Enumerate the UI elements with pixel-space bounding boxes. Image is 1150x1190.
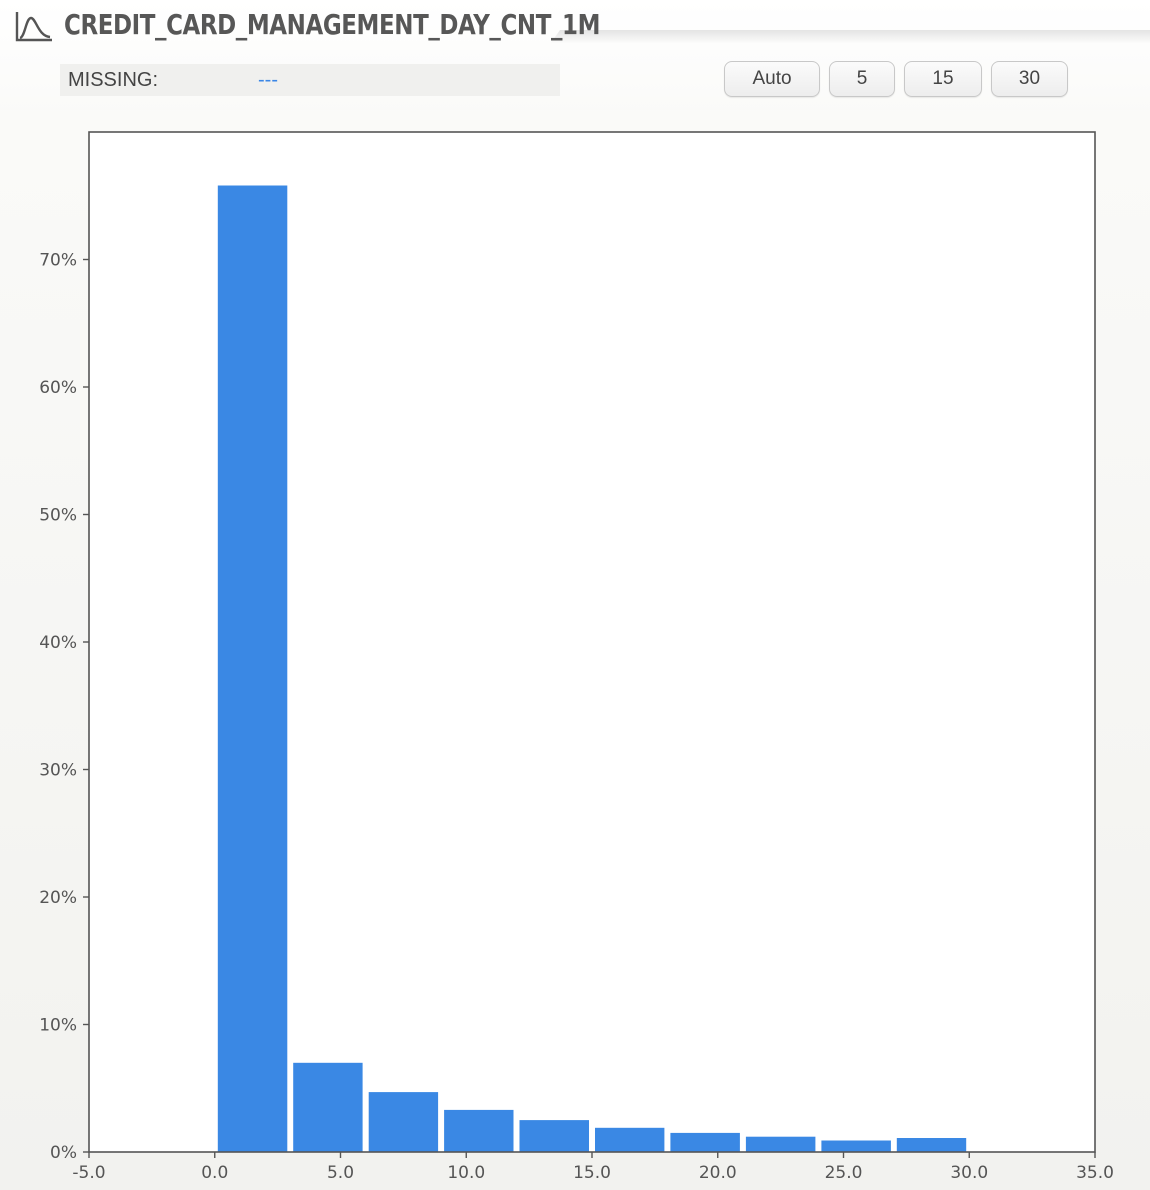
x-tick-label: -5.0 bbox=[72, 1163, 105, 1183]
y-tick-label: 50% bbox=[39, 506, 77, 526]
histogram-bar-3 bbox=[444, 1109, 514, 1152]
missing-value: --- bbox=[258, 69, 278, 91]
bins-15-button[interactable]: 15 bbox=[904, 61, 982, 97]
x-axis: -5.0 0.0 5.0 10.0 15.0 20.0 25.0 30.0 35.0 bbox=[72, 1152, 1114, 1183]
histogram-bar-1 bbox=[293, 1062, 363, 1153]
y-tick-label: 10% bbox=[39, 1016, 77, 1036]
x-tick-label: 25.0 bbox=[825, 1163, 863, 1183]
bins-auto-button[interactable]: Auto bbox=[724, 61, 820, 97]
bins-5-button[interactable]: 5 bbox=[829, 61, 895, 97]
histogram-bar-8 bbox=[821, 1140, 891, 1152]
header: CREDIT_CARD_MANAGEMENT_DAY_CNT_1M bbox=[0, 0, 1150, 44]
x-tick-label: 35.0 bbox=[1076, 1163, 1114, 1183]
y-tick-label: 0% bbox=[50, 1143, 77, 1163]
x-tick-label: 30.0 bbox=[950, 1163, 988, 1183]
x-tick-label: 20.0 bbox=[699, 1163, 737, 1183]
histogram-bar-0 bbox=[217, 185, 288, 1152]
y-tick-label: 70% bbox=[39, 251, 77, 271]
x-tick-label: 5.0 bbox=[327, 1163, 354, 1183]
distribution-curve-icon bbox=[15, 12, 52, 42]
bars-group bbox=[217, 185, 967, 1153]
y-axis: 0% 10% 20% 30% 40% 50% 60% 70% bbox=[39, 251, 89, 1163]
y-tick-label: 60% bbox=[39, 378, 77, 398]
histogram-bar-2 bbox=[368, 1092, 439, 1152]
histogram-bar-6 bbox=[670, 1132, 740, 1152]
histogram-bar-5 bbox=[595, 1127, 665, 1152]
y-tick-label: 20% bbox=[39, 888, 77, 908]
x-tick-label: 0.0 bbox=[201, 1163, 228, 1183]
histogram-bar-7 bbox=[745, 1136, 816, 1152]
missing-summary: MISSING: --- bbox=[60, 64, 560, 96]
page-title: CREDIT_CARD_MANAGEMENT_DAY_CNT_1M bbox=[64, 8, 601, 41]
y-tick-label: 30% bbox=[39, 761, 77, 781]
missing-label: MISSING: bbox=[68, 69, 159, 91]
x-tick-label: 15.0 bbox=[573, 1163, 611, 1183]
x-tick-label: 10.0 bbox=[447, 1163, 485, 1183]
histogram-bar-4 bbox=[519, 1120, 589, 1152]
histogram-bar-9 bbox=[896, 1138, 967, 1152]
y-tick-label: 40% bbox=[39, 633, 77, 653]
bins-30-button[interactable]: 30 bbox=[991, 61, 1068, 97]
